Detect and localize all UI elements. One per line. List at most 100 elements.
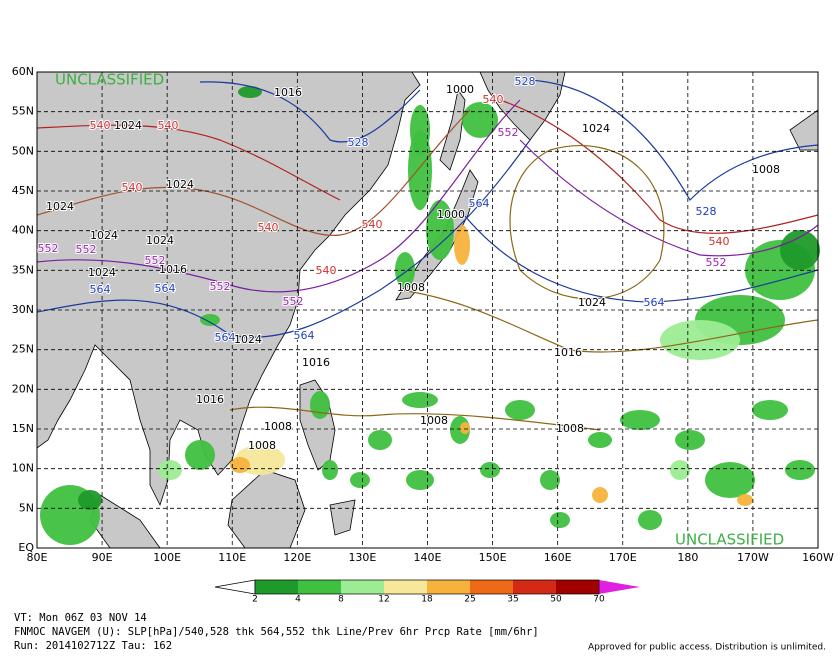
contour-label: 1000	[446, 83, 474, 96]
contour-label: 1008	[264, 420, 292, 433]
precip-cell	[230, 457, 250, 473]
contour-label: 540	[122, 181, 143, 194]
precip-cell	[675, 430, 705, 450]
precip-cell	[505, 400, 535, 420]
lon-label: 150E	[479, 551, 507, 564]
contour-label: 552	[283, 295, 304, 308]
colorbar-label: 50	[550, 595, 562, 605]
precipitation	[40, 86, 820, 545]
precip-cell	[406, 470, 434, 490]
contour-label: 1024	[578, 296, 606, 309]
contour-label: 540	[316, 264, 337, 277]
precip-cell	[588, 432, 612, 448]
precip-cell	[322, 460, 338, 480]
contour-label: 1000	[437, 208, 465, 221]
lat-label: 20N	[12, 382, 34, 395]
contour-label: 564	[469, 197, 490, 210]
contour-label: 1024	[114, 119, 142, 132]
colorbar-label: 12	[378, 595, 389, 605]
precip-cell	[550, 512, 570, 528]
colorbar-swatch	[470, 580, 513, 594]
precip-cell	[620, 410, 660, 430]
colorbar-swatch	[255, 580, 298, 594]
precip-cell	[402, 392, 438, 408]
contour-label: 528	[348, 136, 369, 149]
colorbar-label: 8	[338, 595, 344, 605]
colorbar-swatch	[341, 580, 384, 594]
contour-label: 528	[696, 205, 717, 218]
colorbar-label: 35	[507, 595, 518, 605]
lon-label: 170E	[609, 551, 637, 564]
lat-label: 25N	[12, 343, 34, 356]
precip-cell	[480, 462, 500, 478]
contour-label: 1016	[196, 393, 224, 406]
lat-label: 60N	[12, 65, 34, 78]
contour-label: 540	[258, 221, 279, 234]
contour-label: 1024	[234, 333, 262, 346]
precip-cell	[737, 494, 753, 506]
contour-label: 1008	[397, 281, 425, 294]
lat-label: 10N	[12, 462, 34, 475]
contour-label: 1016	[554, 346, 582, 359]
precip-cell	[780, 230, 820, 270]
contour-label: 1024	[90, 229, 118, 242]
contour-label: 552	[38, 242, 59, 255]
contour-label: 1024	[88, 266, 116, 279]
contour-label: 564	[644, 296, 665, 309]
contour-label: 564	[294, 329, 315, 342]
contour-label: 1008	[248, 439, 276, 452]
contour-label: 540	[483, 93, 504, 106]
lat-label: 50N	[12, 144, 34, 157]
precip-cell	[705, 462, 755, 498]
lon-label: 100E	[153, 551, 181, 564]
graticule	[37, 72, 818, 548]
colorbar-min	[214, 579, 256, 595]
lon-label: 170W	[737, 551, 769, 564]
notice: Approved for public access. Distribution…	[588, 643, 826, 653]
contour-label: 1024	[146, 234, 174, 247]
run-info: Run: 2014102712Z Tau: 162	[14, 640, 172, 652]
contour-label: 1016	[302, 356, 330, 369]
contour-label: 1008	[420, 414, 448, 427]
colorbar-max	[599, 580, 640, 594]
lat-label: 15N	[12, 422, 34, 435]
lat-label: 30N	[12, 303, 34, 316]
lat-label: 40N	[12, 224, 34, 237]
precip-cell	[158, 460, 182, 480]
contour-label: 540	[90, 119, 111, 132]
precip-cell	[185, 440, 215, 470]
contour-label: 528	[515, 75, 536, 88]
contour-label: 1024	[46, 200, 74, 213]
watermark: UNCLASSIFIED	[675, 531, 784, 549]
colorbar-label: 18	[421, 595, 433, 605]
precip-cell	[660, 320, 740, 360]
colorbar-label: 4	[295, 595, 301, 605]
contour-label: 1024	[582, 122, 610, 135]
colorbar-swatch	[556, 580, 599, 594]
precip-cell	[592, 487, 608, 503]
lat-label: EQ	[18, 541, 34, 554]
lat-label: 35N	[12, 263, 34, 276]
watermark: UNCLASSIFIED	[55, 71, 164, 89]
contour-label: 564	[90, 283, 111, 296]
precip-cell	[752, 400, 788, 420]
contour-label: 564	[155, 282, 176, 295]
colorbar	[214, 579, 640, 595]
precip-cell	[460, 422, 470, 434]
precip-cell	[638, 510, 662, 530]
valid-time: VT: Mon 06Z 03 NOV 14	[14, 612, 147, 624]
lon-label: 130E	[348, 551, 376, 564]
colorbar-swatch	[298, 580, 341, 594]
map-frame	[36, 71, 819, 549]
lon-label: 140E	[414, 551, 442, 564]
colorbar-swatch	[427, 580, 470, 594]
lon-label: 160W	[802, 551, 834, 564]
precip-cell	[200, 314, 220, 326]
contour-label: 1008	[556, 422, 584, 435]
precip-cell	[410, 105, 430, 155]
precip-cell	[540, 470, 560, 490]
colorbar-swatch	[513, 580, 556, 594]
lon-label: 120E	[283, 551, 311, 564]
lon-label: 180	[677, 551, 698, 564]
